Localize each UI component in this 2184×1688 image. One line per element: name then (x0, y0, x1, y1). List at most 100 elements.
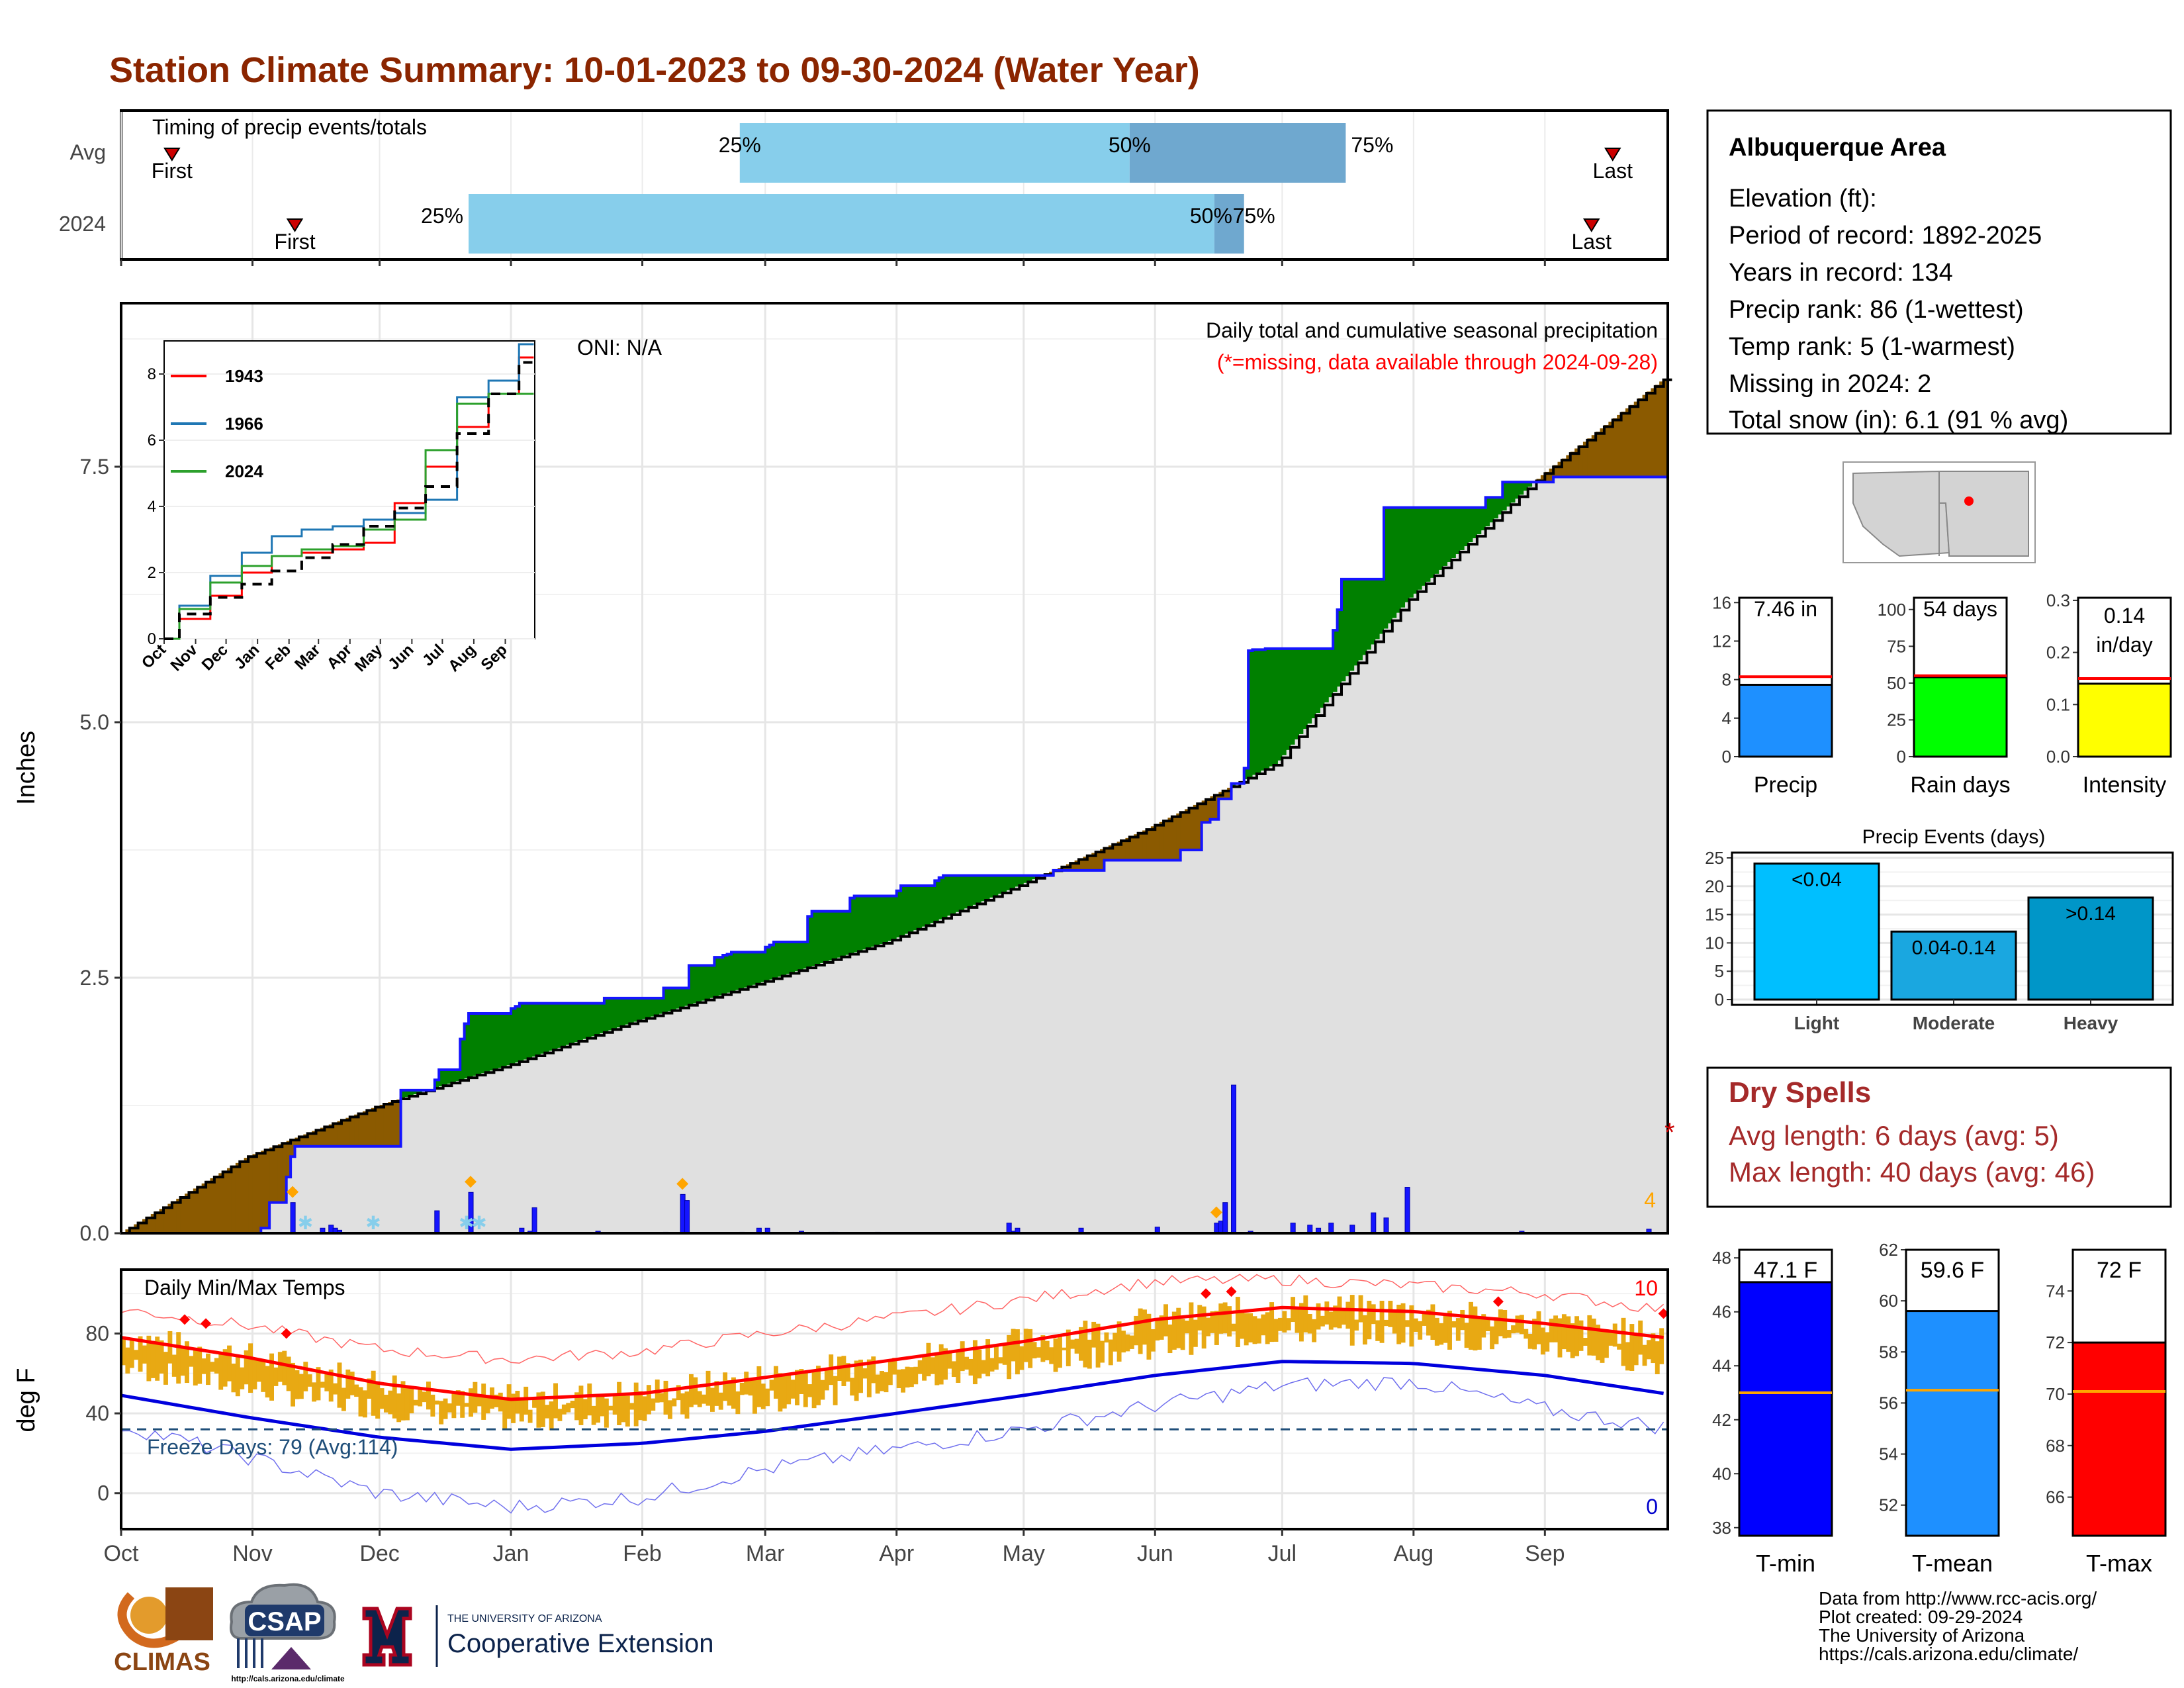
precip-above-average-area (642, 998, 647, 1019)
precip-base-area (887, 941, 893, 1233)
precip-base-area (1557, 477, 1563, 1233)
daily-temp-range-bar (375, 1381, 381, 1419)
daily-temp-range-bar (413, 1399, 418, 1406)
missing-count-label: 4 (1644, 1188, 1656, 1212)
daily-temp-range-bar (367, 1378, 372, 1399)
precip-base-area (409, 1096, 414, 1233)
daily-temp-range-bar (1570, 1323, 1575, 1358)
daily-temp-range-bar (646, 1385, 651, 1415)
temp-bar-value-label: 47.1 F (1754, 1258, 1817, 1283)
precip-below-average-area (1176, 813, 1181, 861)
daily-temp-range-bar (1040, 1335, 1046, 1362)
precip-below-average-area (1189, 807, 1194, 851)
daily-temp-range-bar (913, 1366, 919, 1385)
daily-temp-range-bar (1455, 1318, 1461, 1341)
daily-temp-range-bar (1566, 1316, 1571, 1352)
temp-bar-t-min: 38 40 42 44 46 48 47.1 F T-min (1712, 1248, 1833, 1577)
precip-above-average-area (443, 1069, 448, 1086)
precip-base-area (1303, 728, 1308, 1233)
daily-temp-range-bar (1227, 1306, 1232, 1336)
precip-base-area (1116, 860, 1122, 1233)
precip-base-area (1150, 860, 1156, 1233)
precip-below-average-area (248, 1155, 253, 1233)
daily-temp-range-bar (1019, 1346, 1024, 1370)
mini-bar-precip: 0 4 8 12 16 7.46 in Precip (1712, 592, 1833, 798)
daily-temp-range-bar (434, 1400, 439, 1405)
climas-sun (130, 1597, 167, 1634)
precip-above-average-area (1405, 507, 1410, 602)
daily-temp-range-bar (880, 1371, 884, 1391)
precip-base-area (1367, 649, 1372, 1233)
daily-temp-range-bar (527, 1409, 533, 1423)
precip-below-average-area (1655, 385, 1660, 477)
precip-above-average-area (1007, 875, 1012, 890)
daily-temp-range-bar (1231, 1323, 1236, 1332)
precip-below-average-area (1591, 435, 1596, 477)
precip-above-average-area (993, 875, 999, 896)
precip-above-average-area (523, 1003, 529, 1060)
precip-below-average-area (1074, 860, 1079, 870)
precip-above-average-area (1349, 579, 1355, 671)
precip-base-area (477, 1074, 482, 1233)
precip-below-average-area (206, 1180, 211, 1233)
precip-y-tick-label: 0.0 (80, 1221, 109, 1245)
precip-base-area (769, 979, 774, 1233)
precip-base-area (774, 978, 779, 1233)
daily-temp-range-bar (1328, 1311, 1334, 1330)
daily-temp-range-bar (1524, 1329, 1529, 1339)
precip-base-area (582, 1039, 588, 1233)
snow-event-marker (676, 1178, 689, 1190)
precip-above-average-area (693, 965, 698, 1004)
precip-below-average-area (392, 1101, 397, 1147)
precip-below-average-area (282, 1143, 287, 1203)
precip-above-average-area (1434, 507, 1439, 574)
precip-base-area (1053, 870, 1058, 1233)
temp-panel: 0 40 80 deg F Daily Min/Max Temps Freeze D… (13, 1268, 1669, 1566)
precip-above-average-area (578, 1003, 584, 1041)
daily-temp-range-bar (1596, 1325, 1601, 1360)
daily-temp-range-bar (511, 1393, 516, 1423)
precip-below-average-area (1561, 458, 1567, 477)
daily-precip-bar (1371, 1212, 1377, 1234)
precip-cumulative-2024-line (121, 475, 1668, 1235)
precip-base-area (1138, 860, 1143, 1233)
daily-temp-range-bar (731, 1377, 736, 1409)
precip-base-area (1079, 870, 1084, 1233)
precip-above-average-area (922, 886, 927, 927)
daily-temp-range-bar (1159, 1315, 1164, 1340)
daily-temp-range-bar (1171, 1311, 1177, 1350)
mini-bar-y-tick-label: 0.0 (2046, 747, 2070, 767)
precip-base-area (765, 980, 770, 1233)
precip-above-average-area (481, 1013, 486, 1074)
daily-temp-range-bar (167, 1331, 173, 1364)
precip-base-area (1532, 483, 1537, 1233)
precip-base-area (527, 1058, 533, 1233)
daily-temp-range-bar (1142, 1309, 1147, 1345)
precip-base-area (1392, 618, 1397, 1233)
precip-above-average-area (760, 952, 766, 982)
temp-bar-y-tick-label: 42 (1712, 1410, 1731, 1430)
daily-temp-range-bar (298, 1374, 304, 1399)
precip-below-average-area (1079, 859, 1084, 870)
precip-above-average-area (774, 941, 779, 978)
precip-below-average-area (341, 1119, 346, 1147)
inset-line-1966 (164, 343, 534, 640)
precip-below-average-area (1540, 475, 1545, 483)
precip-above-average-area (1477, 507, 1482, 535)
precip-above-average-area (540, 1003, 545, 1054)
mini-bar-y-tick-label: 0 (1897, 747, 1906, 767)
daily-temp-range-bar (1532, 1319, 1537, 1350)
average-tmax-line (120, 1305, 1664, 1401)
snow-flake-icon: ✱ (459, 1213, 474, 1233)
daily-temp-range-bar (214, 1358, 219, 1374)
precip-above-average-area (570, 1003, 575, 1044)
daily-temp-range-bar (540, 1391, 545, 1427)
average-tmin-line (120, 1360, 1664, 1451)
daily-temp-range-bar (1469, 1301, 1473, 1350)
precip-base-area (1481, 530, 1486, 1233)
daily-temp-range-bar (354, 1384, 359, 1397)
new-mexico-shape (1938, 471, 2029, 557)
events-bar-moderate (1890, 930, 2017, 1001)
precip-above-average-area (1244, 768, 1249, 780)
precip-below-average-area (298, 1136, 304, 1147)
